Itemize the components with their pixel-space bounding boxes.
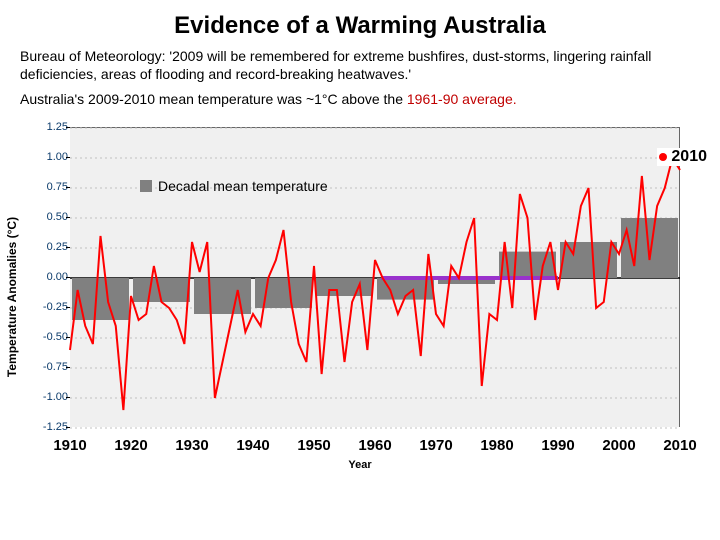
x-tick-label: 1940 <box>236 437 269 454</box>
y-tick-mark <box>66 397 70 398</box>
y-tick-mark <box>66 157 70 158</box>
baseline-period-text: 1961-90 average. <box>407 91 517 107</box>
y-tick-label: -1.25 <box>38 421 68 433</box>
x-axis-label: Year <box>348 459 371 483</box>
y-tick-label: 0.00 <box>38 271 68 283</box>
y-tick-label: -1.00 <box>38 391 68 403</box>
x-tick-label: 1980 <box>480 437 513 454</box>
x-tick-label: 1990 <box>541 437 574 454</box>
page-title: Evidence of a Warming Australia <box>20 12 700 40</box>
y-tick-mark <box>66 307 70 308</box>
y-tick-mark <box>66 247 70 248</box>
y-axis-label: Temperature Anomalies (°C) <box>5 216 19 376</box>
summary-paragraph: Australia's 2009-2010 mean temperature w… <box>20 91 700 109</box>
y-tick-mark <box>66 127 70 128</box>
legend-decadal-label: Decadal mean temperature <box>158 178 328 194</box>
y-tick-label: -0.50 <box>38 331 68 343</box>
legend-decadal: Decadal mean temperature <box>140 178 328 194</box>
x-tick-label: 1970 <box>419 437 452 454</box>
x-tick-label: 2000 <box>602 437 635 454</box>
x-tick-label: 1920 <box>114 437 147 454</box>
y-tick-mark <box>66 337 70 338</box>
y-tick-label: 1.00 <box>38 151 68 163</box>
x-tick-label: 1950 <box>297 437 330 454</box>
y-tick-mark <box>66 427 70 428</box>
temperature-anomaly-chart: Temperature Anomalies (°C) Decadal mean … <box>20 117 700 477</box>
dot-icon <box>659 153 667 161</box>
legend-square-icon <box>140 180 152 192</box>
annotation-2010-label: 2010 <box>671 148 707 166</box>
y-tick-label: 0.25 <box>38 241 68 253</box>
x-tick-label: 1930 <box>175 437 208 454</box>
x-tick-label: 1910 <box>53 437 86 454</box>
plot-area: Decadal mean temperature 2010 <box>70 127 680 427</box>
y-tick-mark <box>66 187 70 188</box>
y-tick-label: -0.75 <box>38 361 68 373</box>
y-tick-mark <box>66 217 70 218</box>
y-tick-label: 0.75 <box>38 181 68 193</box>
x-tick-label: 2010 <box>663 437 696 454</box>
annotation-2010: 2010 <box>657 148 709 166</box>
y-tick-mark <box>66 367 70 368</box>
quote-paragraph: Bureau of Meteorology: '2009 will be rem… <box>20 48 700 83</box>
y-tick-label: -0.25 <box>38 301 68 313</box>
y-tick-label: 0.50 <box>38 211 68 223</box>
x-tick-label: 1960 <box>358 437 391 454</box>
y-tick-mark <box>66 277 70 278</box>
summary-text: Australia's 2009-2010 mean temperature w… <box>20 91 407 107</box>
y-tick-label: 1.25 <box>38 121 68 133</box>
